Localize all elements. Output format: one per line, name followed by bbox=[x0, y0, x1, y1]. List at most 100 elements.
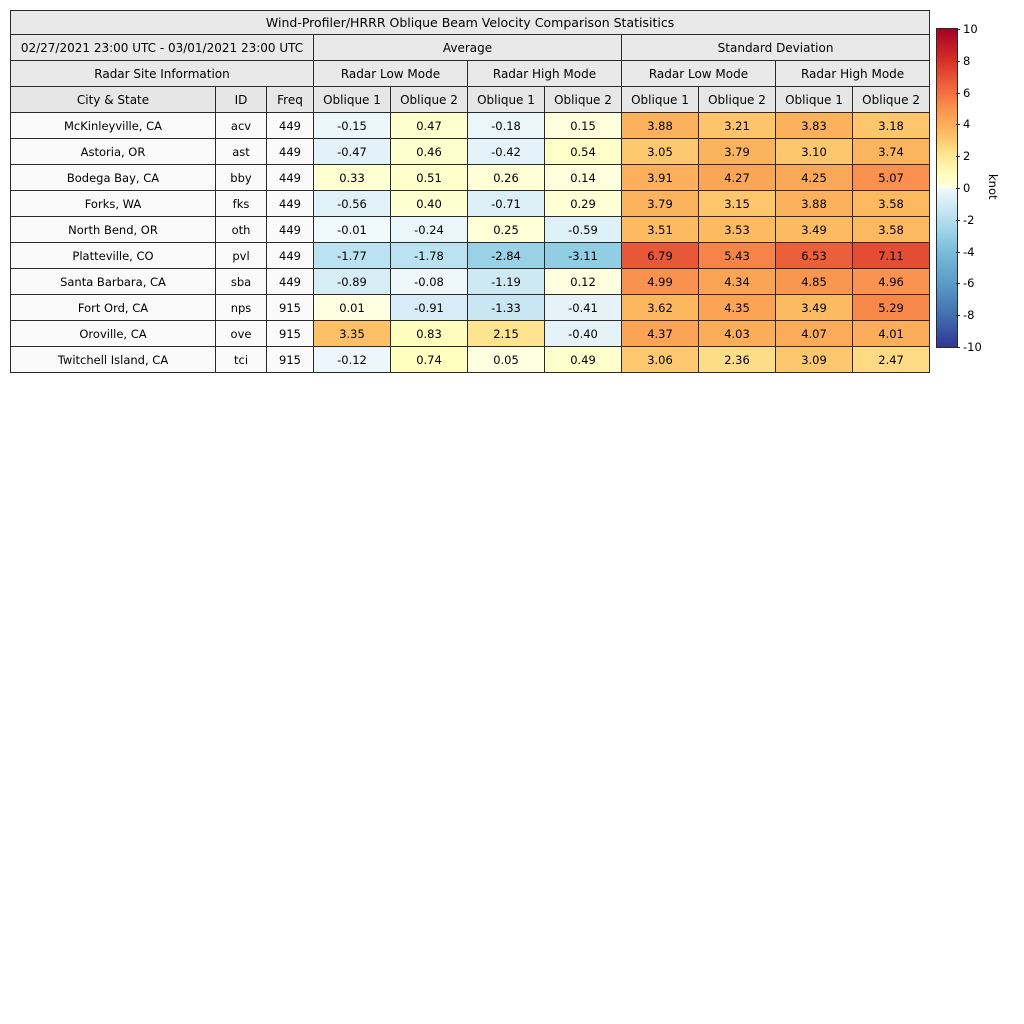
value-cell: 4.96 bbox=[851, 268, 931, 295]
mode-header-avg-high: Radar High Mode bbox=[467, 60, 622, 87]
value-cell: -0.40 bbox=[544, 320, 622, 347]
value-cell: 0.49 bbox=[544, 346, 622, 373]
value-cell: 0.26 bbox=[467, 164, 545, 191]
table-row: Twitchell Island, CA tci 915 -0.12 0.74 0.05 0… bbox=[10, 346, 931, 373]
col-header-oblique: Oblique 2 bbox=[390, 86, 468, 113]
colorbar-tick-label: 4 bbox=[955, 117, 971, 132]
value-cell: 2.47 bbox=[851, 346, 931, 373]
id-cell: ast bbox=[215, 138, 267, 165]
city-cell: Astoria, OR bbox=[10, 138, 216, 165]
city-cell: Oroville, CA bbox=[10, 320, 216, 347]
value-cell: 4.99 bbox=[621, 268, 699, 295]
mode-header-row: Radar Site Information Radar Low Mode Ra… bbox=[10, 60, 931, 87]
id-cell: sba bbox=[215, 268, 267, 295]
freq-cell: 915 bbox=[266, 346, 314, 373]
col-header-city-state: City & State bbox=[10, 86, 216, 113]
value-cell: -0.71 bbox=[467, 190, 545, 217]
table-row: Forks, WA fks 449 -0.56 0.40 -0.71 0.29 3.79 3.1… bbox=[10, 190, 931, 217]
table-title: Wind-Profiler/HRRR Oblique Beam Velocity… bbox=[9, 10, 931, 35]
value-cell: 7.11 bbox=[851, 242, 931, 269]
colorbar-tick-label: -4 bbox=[955, 244, 975, 259]
freq-cell: 449 bbox=[266, 112, 314, 139]
city-cell: McKinleyville, CA bbox=[10, 112, 216, 139]
colorbar-tick-label: -6 bbox=[955, 276, 975, 291]
value-cell: 0.01 bbox=[313, 294, 391, 321]
value-cell: 0.54 bbox=[544, 138, 622, 165]
value-cell: 0.12 bbox=[544, 268, 622, 295]
city-cell: North Bend, OR bbox=[10, 216, 216, 243]
value-cell: 4.85 bbox=[775, 268, 853, 295]
value-cell: 0.83 bbox=[390, 320, 468, 347]
colorbar-tick-label: -2 bbox=[955, 212, 975, 227]
value-cell: -0.08 bbox=[390, 268, 468, 295]
col-header-oblique: Oblique 2 bbox=[544, 86, 622, 113]
id-cell: fks bbox=[215, 190, 267, 217]
value-cell: 5.07 bbox=[851, 164, 931, 191]
value-cell: 3.88 bbox=[775, 190, 853, 217]
id-cell: nps bbox=[215, 294, 267, 321]
colorbar-ticks: 10 8 6 4 2 0 -2 -4 -6 -8 -10 bbox=[955, 22, 997, 354]
city-cell: Fort Ord, CA bbox=[10, 294, 216, 321]
value-cell: 4.27 bbox=[698, 164, 776, 191]
value-cell: 0.05 bbox=[467, 346, 545, 373]
table-row: Platteville, CO pvl 449 -1.77 -1.78 -2.84 -3.1… bbox=[10, 242, 931, 269]
mode-header-avg-low: Radar Low Mode bbox=[313, 60, 468, 87]
colorbar-tick-label: 6 bbox=[955, 85, 971, 100]
col-header-oblique: Oblique 1 bbox=[467, 86, 545, 113]
value-cell: 0.47 bbox=[390, 112, 468, 139]
colorbar-tick-label: 2 bbox=[955, 149, 971, 164]
value-cell: 2.36 bbox=[698, 346, 776, 373]
value-cell: -1.78 bbox=[390, 242, 468, 269]
value-cell: -0.41 bbox=[544, 294, 622, 321]
value-cell: 0.33 bbox=[313, 164, 391, 191]
value-cell: 5.29 bbox=[851, 294, 931, 321]
id-cell: tci bbox=[215, 346, 267, 373]
id-cell: oth bbox=[215, 216, 267, 243]
city-cell: Platteville, CO bbox=[10, 242, 216, 269]
freq-cell: 449 bbox=[266, 138, 314, 165]
freq-cell: 915 bbox=[266, 320, 314, 347]
table-row: North Bend, OR oth 449 -0.01 -0.24 0.25 -0.59 3… bbox=[10, 216, 931, 243]
colorbar-tick-label: 8 bbox=[955, 53, 971, 68]
group-header-standard-deviation: Standard Deviation bbox=[620, 34, 931, 61]
value-cell: -2.84 bbox=[467, 242, 545, 269]
value-cell: 4.25 bbox=[775, 164, 853, 191]
table-row: Fort Ord, CA nps 915 0.01 -0.91 -1.33 -0.41 3.6… bbox=[10, 294, 931, 321]
mode-header-std-low: Radar Low Mode bbox=[621, 60, 776, 87]
value-cell: -0.12 bbox=[313, 346, 391, 373]
group-header-row: 02/27/2021 23:00 UTC - 03/01/2021 23:00 … bbox=[10, 34, 931, 61]
col-header-oblique: Oblique 1 bbox=[621, 86, 699, 113]
value-cell: 3.53 bbox=[698, 216, 776, 243]
value-cell: 3.58 bbox=[851, 216, 931, 243]
value-cell: 3.35 bbox=[313, 320, 391, 347]
value-cell: 4.01 bbox=[851, 320, 931, 347]
value-cell: 3.79 bbox=[698, 138, 776, 165]
colorbar-tick-label: -10 bbox=[956, 340, 982, 354]
city-cell: Forks, WA bbox=[10, 190, 216, 217]
value-cell: -0.24 bbox=[390, 216, 468, 243]
id-cell: pvl bbox=[215, 242, 267, 269]
value-cell: 0.25 bbox=[467, 216, 545, 243]
value-cell: 0.46 bbox=[390, 138, 468, 165]
col-header-oblique: Oblique 1 bbox=[775, 86, 853, 113]
value-cell: -0.15 bbox=[313, 112, 391, 139]
col-header-id: ID bbox=[215, 86, 267, 113]
value-cell: 3.79 bbox=[621, 190, 699, 217]
value-cell: 6.53 bbox=[775, 242, 853, 269]
value-cell: 4.34 bbox=[698, 268, 776, 295]
mode-header-std-high: Radar High Mode bbox=[774, 60, 931, 87]
value-cell: 3.09 bbox=[775, 346, 853, 373]
value-cell: -0.42 bbox=[467, 138, 545, 165]
freq-cell: 449 bbox=[266, 164, 314, 191]
value-cell: 3.74 bbox=[851, 138, 931, 165]
value-cell: 3.21 bbox=[698, 112, 776, 139]
colorbar-tick-label: 10 bbox=[956, 22, 978, 36]
value-cell: 3.88 bbox=[621, 112, 699, 139]
id-cell: ove bbox=[215, 320, 267, 347]
city-cell: Santa Barbara, CA bbox=[10, 268, 216, 295]
value-cell: -1.33 bbox=[467, 294, 545, 321]
freq-cell: 915 bbox=[266, 294, 314, 321]
table-row: McKinleyville, CA acv 449 -0.15 0.47 -0.18 0.1… bbox=[10, 112, 931, 139]
value-cell: 0.51 bbox=[390, 164, 468, 191]
